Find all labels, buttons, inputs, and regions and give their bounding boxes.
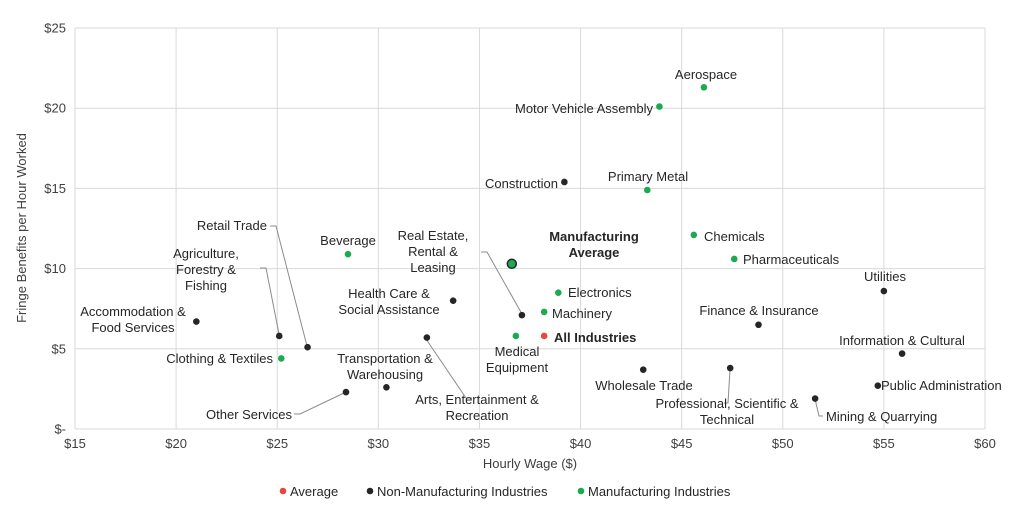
x-tick-label: $15 [64,436,86,451]
y-tick-label: $20 [44,101,66,116]
leader-line [425,338,472,399]
data-point [561,178,568,186]
point-label: Real Estate, Rental & Leasing [398,228,469,275]
x-tick-label: $35 [469,436,491,451]
data-point [555,289,562,296]
grid-lines [74,27,986,430]
data-point [540,332,548,340]
point-labels: Aerospace Motor Vehicle Assembly Primary M… [80,67,1001,427]
data-point [512,332,520,340]
x-tick-label: $25 [266,436,288,451]
point-label: Primary Metal [608,169,688,184]
legend-marker [577,487,585,495]
data-point [700,84,708,91]
data-point [449,297,457,304]
point-label: Mining & Quarrying [826,409,937,424]
point-label: Other Services [206,407,292,422]
data-point [880,287,888,295]
point-label: All Industries [554,330,636,345]
leader-line [270,225,308,347]
point-label: Beverage [320,233,376,248]
data-point [277,355,285,362]
leader-line [294,392,345,415]
point-label: Machinery [552,306,612,321]
leader-line [814,398,823,417]
data-point [344,250,352,258]
point-label: Electronics [568,285,632,300]
point-label: Finance & Insurance [699,303,818,318]
point-label: Manufacturing Average [549,229,639,260]
data-point [518,311,526,319]
point-label: Medical Equipment [486,344,549,375]
legend-label: Manufacturing Industries [588,484,731,499]
legend: Average Non-Manufacturing Industries Manuf… [279,484,731,499]
data-point [874,382,882,389]
x-tick-label: $55 [873,436,895,451]
point-label: Utilities [864,269,906,284]
x-tick-label: $45 [671,436,693,451]
y-axis-ticks: $- $5 $10 $15 $20 $25 [44,21,66,437]
point-label: Pharmaceuticals [743,252,840,267]
data-point [730,255,738,263]
point-label: Transportation & Warehousing [337,351,433,382]
data-point [383,383,390,391]
y-tick-label: $- [54,422,66,437]
y-tick-label: $5 [52,341,66,356]
data-point [690,231,698,239]
legend-label: Average [290,484,338,499]
leader-line [260,267,280,335]
x-axis-title: Hourly Wage ($) [483,456,577,471]
point-label: Professional, Scientific & Technical [655,396,798,427]
data-point [726,364,734,372]
data-point [656,103,663,110]
data-points [193,84,906,402]
x-tick-label: $30 [367,436,389,451]
data-point [639,366,647,373]
point-label: Retail Trade [197,218,267,233]
data-point [540,308,548,316]
x-axis-ticks: $15 $20 $25 $30 $35 $40 $45 $50 $55 $60 [64,436,996,451]
point-label: Information & Cultural [839,333,965,348]
point-label: Wholesale Trade [595,378,693,393]
data-point [304,343,311,351]
leader-line [481,251,523,315]
y-axis-title: Fringe Benefits per Hour Worked [14,133,29,323]
data-point [342,388,350,396]
point-label: Health Care & Social Assistance [338,286,439,317]
data-point [755,321,762,329]
point-label: Chemicals [704,229,765,244]
y-tick-label: $10 [44,261,66,276]
data-point [193,318,200,325]
y-tick-label: $25 [44,21,66,36]
data-point [643,186,651,194]
point-label: Arts, Entertainment & Recreation [415,392,539,423]
x-tick-label: $40 [570,436,592,451]
legend-marker [366,487,374,495]
data-point [275,332,283,340]
point-label: Clothing & Textiles [166,351,273,366]
point-label: Public Administration [881,378,1002,393]
point-label: Construction [485,176,558,191]
data-point [898,350,906,357]
y-tick-label: $15 [44,181,66,196]
data-point [423,334,431,341]
point-label: Agriculture, Forestry & Fishing [173,246,239,293]
point-label: Motor Vehicle Assembly [515,101,654,116]
legend-label: Non-Manufacturing Industries [377,484,548,499]
label-leader-lines [260,225,823,417]
leader-line [724,369,731,404]
x-tick-label: $20 [165,436,187,451]
data-point [506,258,518,270]
point-label: Aerospace [675,67,737,82]
legend-marker [279,487,287,495]
data-point [811,395,819,402]
point-label: Accommodation & Food Services [80,304,186,335]
x-tick-label: $60 [974,436,996,451]
x-tick-label: $50 [772,436,794,451]
